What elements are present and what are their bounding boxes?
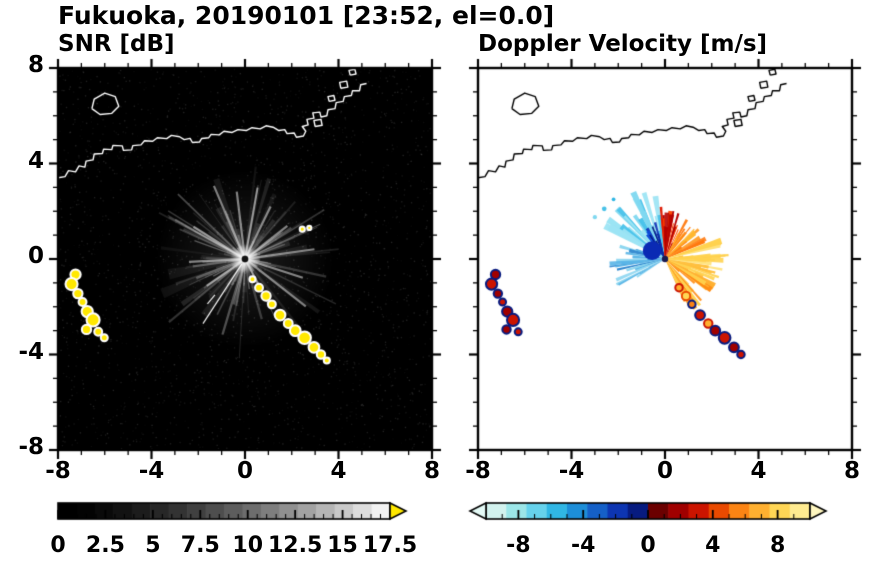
colorbar-tick-label: 15 (327, 533, 358, 558)
colorbar-tick-label: 0 (640, 533, 656, 558)
y-tick-label: 4 (27, 147, 44, 174)
y-tick-label: -8 (18, 434, 44, 460)
figure-title: Fukuoka, 20190101 [23:52, el=0.0] (58, 1, 555, 30)
x-tick-label: 0 (236, 458, 254, 484)
x-tick-label: 4 (750, 458, 767, 484)
x-tick-label: 0 (656, 458, 674, 484)
doppler-panel-title: Doppler Velocity [m/s] (478, 31, 768, 57)
colorbar-tick-label: 7.5 (180, 533, 220, 558)
colorbar-tick-label: 5 (145, 533, 161, 558)
colorbar-tick-label: 2.5 (85, 533, 125, 558)
snr-panel-title: SNR [dB] (58, 31, 175, 57)
colorbar-tick-label: -8 (506, 533, 531, 558)
doppler-radar-plot (466, 56, 864, 462)
x-tick-label: 8 (843, 458, 861, 484)
colorbar-tick-label: -4 (570, 533, 596, 558)
colorbar-tick-label: 8 (769, 533, 786, 558)
x-tick-label: -4 (558, 458, 585, 484)
x-tick-label: -8 (465, 458, 491, 484)
colorbar-tick-label: 4 (705, 533, 721, 558)
doppler-colorbar (464, 500, 844, 524)
colorbar-tick-label: 12.5 (268, 533, 323, 558)
colorbar-tick-label: 17.5 (362, 533, 418, 558)
x-tick-label: 4 (330, 458, 347, 484)
colorbar-tick-label: 10 (232, 533, 264, 558)
y-tick-label: 8 (27, 52, 44, 78)
colorbar-tick-label: 0 (50, 533, 66, 558)
x-tick-label: 8 (423, 458, 441, 484)
snr-radar-plot (46, 56, 444, 462)
x-tick-label: -8 (45, 458, 71, 484)
y-tick-label: -4 (18, 338, 44, 365)
x-tick-label: -4 (138, 458, 165, 484)
snr-colorbar (56, 500, 416, 524)
y-tick-label: 0 (27, 243, 44, 269)
